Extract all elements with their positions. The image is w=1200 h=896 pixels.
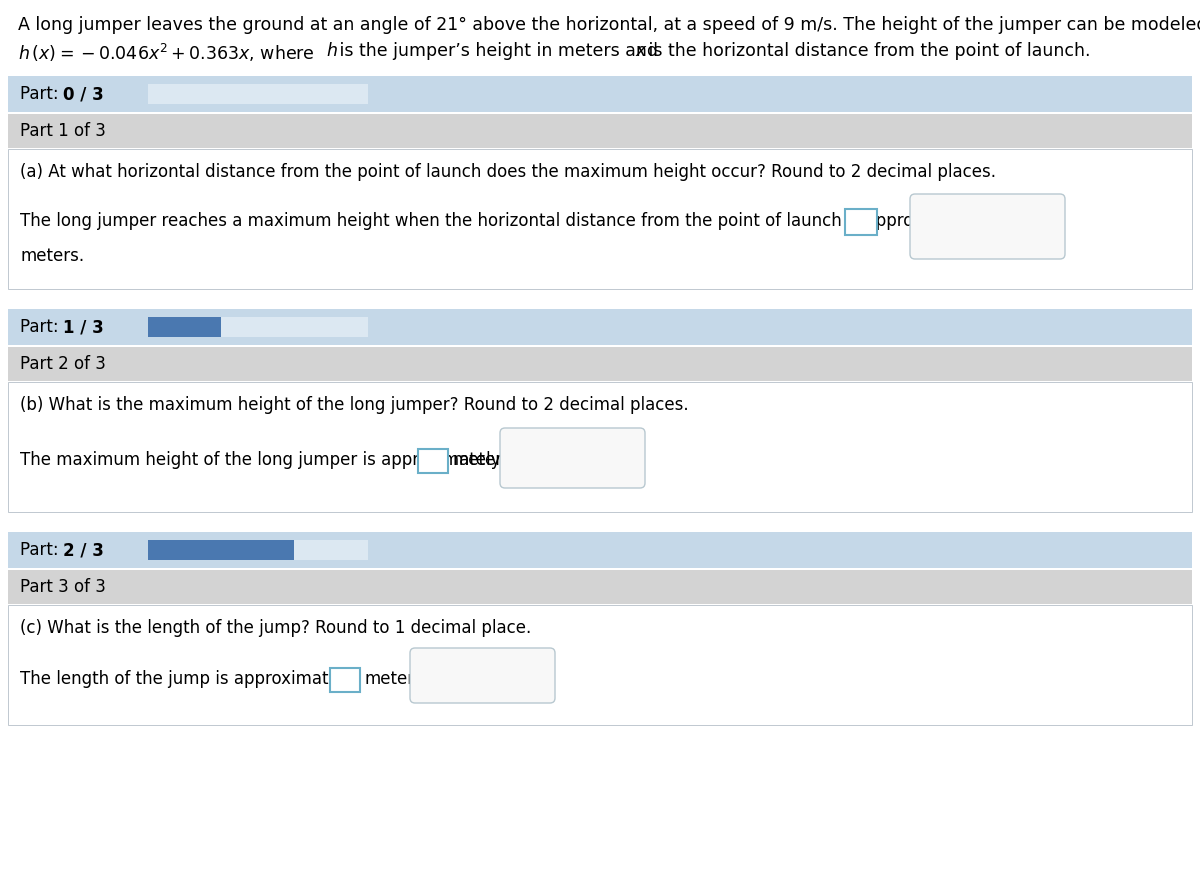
- Bar: [8, 149, 1192, 289]
- Bar: [8, 570, 1192, 604]
- Text: 1 / 3: 1 / 3: [64, 318, 103, 336]
- Text: meters.: meters.: [20, 247, 84, 265]
- Text: Part:: Part:: [20, 541, 64, 559]
- Text: (a) At what horizontal distance from the point of launch does the maximum height: (a) At what horizontal distance from the…: [20, 163, 996, 181]
- Text: The length of the jump is approximately: The length of the jump is approximately: [20, 670, 353, 688]
- Text: Part:: Part:: [20, 318, 64, 336]
- Text: is the horizontal distance from the point of launch.: is the horizontal distance from the poin…: [643, 42, 1091, 60]
- FancyBboxPatch shape: [410, 648, 554, 703]
- Text: (c) What is the length of the jump? Round to 1 decimal place.: (c) What is the length of the jump? Roun…: [20, 619, 532, 637]
- Text: The maximum height of the long jumper is approximately: The maximum height of the long jumper is…: [20, 451, 500, 469]
- Text: meters.: meters.: [365, 670, 430, 688]
- Text: Part 1 of 3: Part 1 of 3: [20, 122, 106, 140]
- Text: meters.: meters.: [454, 451, 517, 469]
- Bar: [330, 668, 360, 692]
- Bar: [8, 532, 1192, 568]
- Text: ×: ×: [545, 446, 565, 470]
- Bar: [8, 309, 1192, 345]
- Bar: [148, 317, 221, 337]
- Bar: [148, 540, 294, 560]
- Text: 2 / 3: 2 / 3: [64, 541, 104, 559]
- Bar: [418, 449, 448, 473]
- Text: x: x: [635, 42, 646, 60]
- Text: Part 3 of 3: Part 3 of 3: [20, 578, 106, 596]
- Text: ×: ×: [959, 214, 979, 238]
- Text: (b) What is the maximum height of the long jumper? Round to 2 decimal places.: (b) What is the maximum height of the lo…: [20, 396, 689, 414]
- Text: h: h: [326, 42, 337, 60]
- Text: is the jumper’s height in meters and: is the jumper’s height in meters and: [334, 42, 664, 60]
- Bar: [8, 76, 1192, 112]
- Bar: [8, 605, 1192, 725]
- Text: 0 / 3: 0 / 3: [64, 85, 103, 103]
- Text: ↺: ↺: [593, 445, 616, 471]
- Bar: [148, 84, 368, 104]
- FancyBboxPatch shape: [500, 428, 646, 488]
- Bar: [8, 382, 1192, 512]
- Bar: [148, 540, 368, 560]
- Text: Part 2 of 3: Part 2 of 3: [20, 355, 106, 373]
- FancyBboxPatch shape: [910, 194, 1066, 259]
- Text: ↺: ↺: [503, 662, 526, 688]
- Bar: [845, 209, 877, 235]
- Text: $h\,(x)=-0.046x^2+0.363x$, where: $h\,(x)=-0.046x^2+0.363x$, where: [18, 42, 316, 65]
- Text: ↺: ↺: [1010, 213, 1033, 239]
- Bar: [8, 347, 1192, 381]
- Text: Part:: Part:: [20, 85, 64, 103]
- Bar: [148, 317, 368, 337]
- Text: The long jumper reaches a maximum height when the horizontal distance from the p: The long jumper reaches a maximum height…: [20, 212, 985, 230]
- Text: A long jumper leaves the ground at an angle of 21° above the horizontal, at a sp: A long jumper leaves the ground at an an…: [18, 16, 1200, 34]
- Text: ×: ×: [455, 664, 475, 687]
- Bar: [8, 114, 1192, 148]
